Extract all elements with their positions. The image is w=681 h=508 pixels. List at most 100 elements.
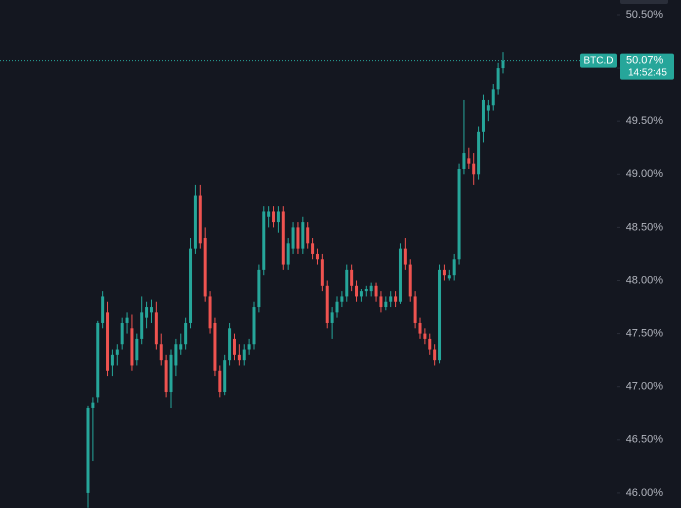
candle-body (86, 407, 90, 493)
last-price-label: 50.07% (626, 55, 664, 67)
candle-body (267, 211, 271, 217)
symbol-label: BTC.D (584, 55, 614, 66)
candle-body (389, 296, 393, 302)
candle-body (491, 89, 495, 106)
candle-body (106, 312, 110, 371)
candle-body (301, 222, 305, 249)
candle-body (306, 227, 310, 244)
candle-body (120, 322, 124, 345)
y-tick-label: 49.00% (626, 168, 664, 180)
y-tick-label: 48.00% (626, 274, 664, 286)
candle-body (438, 269, 442, 361)
candle-body (115, 349, 119, 355)
y-tick-label: 48.50% (626, 221, 664, 233)
candle-body (418, 322, 422, 334)
candle-body (364, 288, 368, 292)
candle-body (481, 99, 485, 132)
candle-body (262, 211, 266, 270)
candle-body (286, 243, 290, 265)
candle-body (462, 153, 466, 169)
candle-body (403, 248, 407, 265)
candle-body (345, 269, 349, 297)
candle-body (447, 275, 451, 279)
y-tick-label: 46.50% (626, 434, 664, 446)
plot-area (0, 52, 617, 508)
candle-body (101, 296, 105, 323)
candle-body (159, 344, 163, 361)
candle-body (384, 301, 388, 308)
symbol-tag (580, 53, 617, 68)
candle-body (330, 312, 334, 323)
candle-body (140, 312, 144, 339)
candle-body (193, 195, 197, 249)
candle-body (467, 158, 471, 164)
candle-body (145, 307, 149, 318)
candle-body (189, 248, 193, 323)
candle-body (184, 322, 188, 345)
price-tag (620, 53, 674, 80)
candle-body (340, 296, 344, 302)
candle-body (501, 60, 505, 69)
candle-body (477, 131, 481, 175)
candle-body (272, 211, 276, 223)
countdown-label: 14:52:45 (628, 67, 667, 78)
candle-body (452, 259, 456, 276)
y-tick-label: 50.50% (626, 9, 664, 21)
candle-body (486, 105, 490, 111)
candle-body (242, 349, 246, 361)
candle-body (276, 211, 280, 223)
candle-body (457, 168, 461, 260)
y-tick-label: 47.00% (626, 381, 664, 393)
candle-body (311, 243, 315, 254)
candle-body (442, 269, 446, 276)
candle-body (369, 285, 373, 292)
candle-body (237, 354, 241, 361)
candle-body (379, 296, 383, 308)
candle-body (135, 338, 139, 361)
candle-body (374, 285, 378, 297)
candle-body (359, 291, 363, 297)
candle-body (281, 211, 285, 265)
candle-body (164, 360, 168, 393)
candle-body (179, 344, 183, 350)
candle-body (174, 344, 178, 366)
candle-body (413, 296, 417, 323)
candle-body (296, 227, 300, 249)
candle-body (325, 285, 329, 323)
candle-body (423, 333, 427, 339)
y-tick-label: 49.50% (626, 115, 664, 127)
candle-body (232, 338, 236, 355)
candle-body (208, 296, 212, 329)
candle-body (428, 338, 432, 350)
candle-body (257, 269, 261, 308)
candle-body (213, 322, 217, 371)
candle-body (398, 248, 402, 302)
candle-body (291, 227, 295, 249)
candle-body (394, 296, 398, 302)
candle-body (223, 360, 227, 393)
candle-body (110, 354, 114, 366)
candle-body (472, 163, 476, 175)
candle-body (247, 344, 251, 350)
axis-tag-edge (620, 0, 668, 4)
candle-body (203, 238, 207, 297)
y-tick-label: 47.50% (626, 328, 664, 340)
candle-body (355, 285, 359, 297)
candle-body (315, 253, 319, 260)
candle-body (335, 301, 339, 313)
candle-body (154, 312, 158, 345)
candle-body (228, 328, 232, 361)
candle-body (130, 328, 134, 366)
candle-body (169, 354, 173, 393)
candle-body (408, 264, 412, 297)
candle-body (91, 402, 95, 408)
candle-body (96, 322, 100, 398)
candle-body (350, 269, 354, 286)
candle-body (252, 307, 256, 345)
candle-body (149, 307, 153, 313)
candle-body (320, 259, 324, 286)
candle-body (198, 195, 202, 244)
